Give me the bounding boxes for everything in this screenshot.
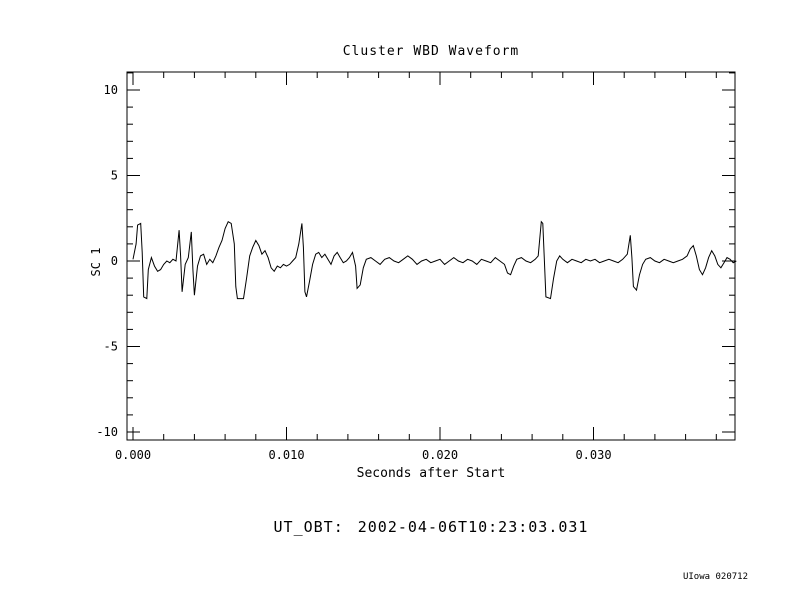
svg-text:5: 5 — [111, 169, 118, 183]
credit-label: UIowa 020712 — [682, 572, 748, 582]
svg-text:0.030: 0.030 — [575, 448, 611, 462]
svg-text:-10: -10 — [96, 425, 118, 439]
svg-text:10: 10 — [104, 83, 118, 97]
y-axis-label: SC 1 — [89, 247, 103, 277]
svg-text:-5: -5 — [104, 340, 118, 354]
ut-obt-value: 2002-04-06T10:23:03.031 — [357, 518, 589, 536]
svg-text:0.000: 0.000 — [115, 448, 151, 462]
x-axis-label: Seconds after Start — [356, 466, 506, 481]
ut-obt-prefix: UT_OBT: — [273, 518, 344, 536]
svg-text:0.010: 0.010 — [268, 448, 304, 462]
svg-text:0: 0 — [111, 254, 118, 268]
chart-title: Cluster WBD Waveform — [342, 44, 520, 59]
ut-obt-label: UT_OBT: 2002-04-06T10:23:03.031 — [127, 518, 735, 536]
svg-text:0.020: 0.020 — [422, 448, 458, 462]
